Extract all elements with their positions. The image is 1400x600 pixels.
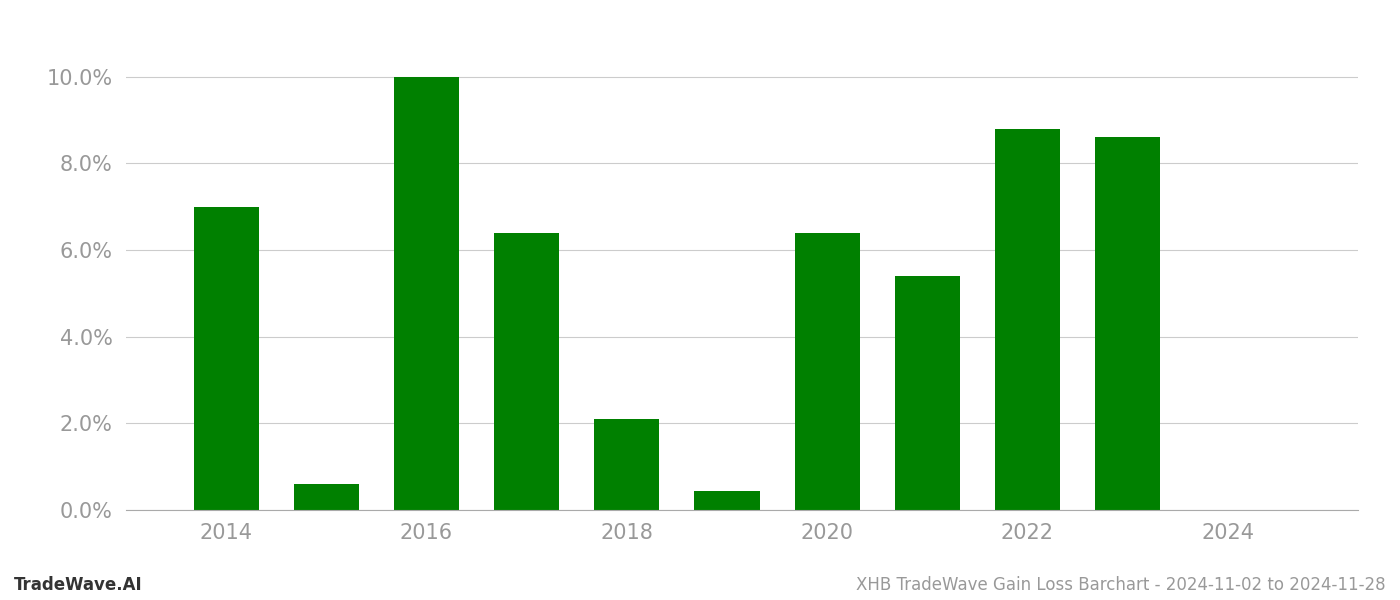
- Bar: [1095, 137, 1161, 510]
- Bar: [393, 77, 459, 510]
- Bar: [294, 484, 358, 510]
- Bar: [795, 233, 860, 510]
- Text: XHB TradeWave Gain Loss Barchart - 2024-11-02 to 2024-11-28: XHB TradeWave Gain Loss Barchart - 2024-…: [857, 576, 1386, 594]
- Bar: [694, 491, 760, 510]
- Bar: [193, 206, 259, 510]
- Bar: [995, 128, 1060, 510]
- Bar: [895, 276, 960, 510]
- Text: TradeWave.AI: TradeWave.AI: [14, 576, 143, 594]
- Bar: [494, 233, 559, 510]
- Bar: [594, 419, 659, 510]
